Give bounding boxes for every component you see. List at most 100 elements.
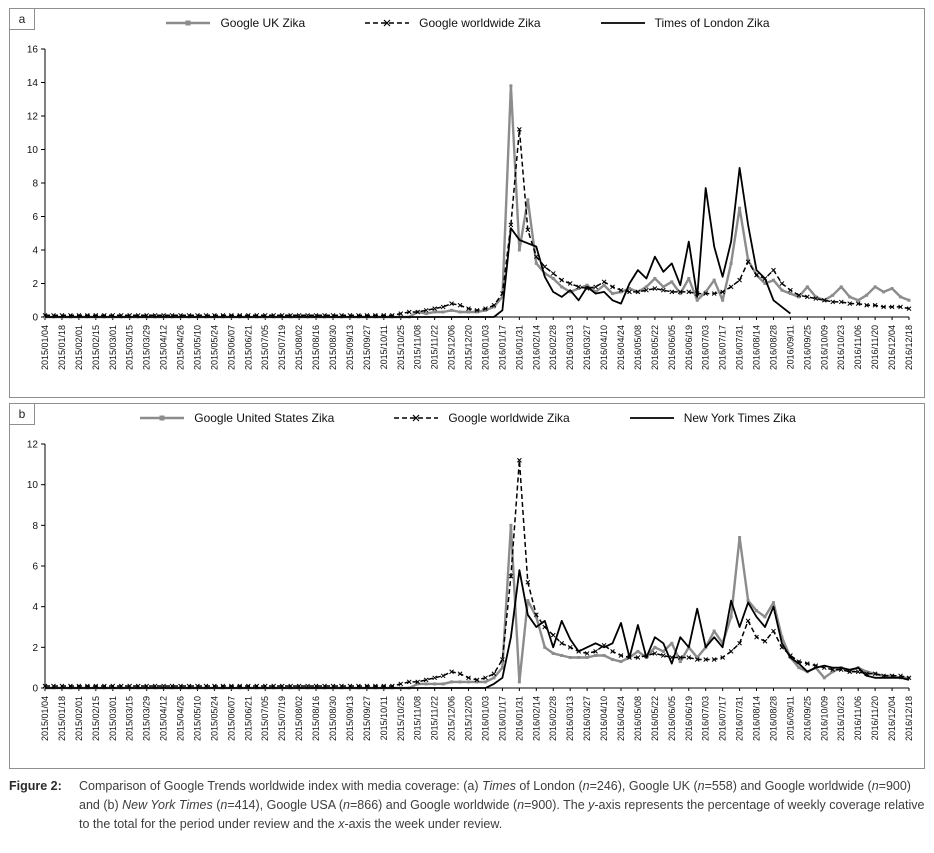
x-marker	[830, 299, 836, 305]
x-tick-label: 2016/10/09	[819, 325, 829, 370]
y-tick-label: 12	[27, 440, 39, 451]
x-marker	[720, 655, 726, 660]
x-tick-label: 2016/05/08	[633, 696, 643, 741]
x-marker	[508, 573, 514, 579]
x-tick-label: 2016/07/17	[718, 325, 728, 370]
x-marker	[686, 655, 692, 660]
x-marker	[610, 284, 615, 290]
x-marker	[516, 127, 522, 132]
square-marker	[416, 682, 420, 686]
square-marker	[585, 656, 589, 659]
x-marker	[872, 302, 878, 308]
square-marker	[822, 676, 826, 680]
x-marker	[491, 302, 497, 308]
x-marker	[694, 657, 700, 662]
x-marker	[474, 307, 480, 313]
x-tick-label: 2015/12/06	[447, 696, 457, 741]
x-tick-label: 2016/01/31	[514, 325, 524, 370]
x-tick-label: 2015/04/12	[159, 325, 169, 370]
square-marker	[805, 285, 809, 289]
x-marker	[525, 579, 531, 585]
legend-line-sample-icon	[365, 19, 410, 27]
legend-item-google-worldwide-zika: Google worldwide Zika	[363, 16, 541, 30]
square-marker	[560, 285, 564, 289]
x-tick-label: 2015/11/08	[413, 696, 423, 740]
square-marker	[458, 310, 462, 314]
x-tick-label: 2016/03/13	[565, 696, 575, 741]
square-marker	[433, 310, 437, 314]
x-marker	[745, 618, 751, 624]
x-marker	[449, 669, 454, 675]
x-marker	[711, 657, 717, 662]
panel-b-label-box: b	[10, 404, 35, 425]
x-tick-label: 2015/08/30	[328, 325, 338, 370]
x-marker	[737, 640, 742, 646]
square-marker	[424, 312, 428, 316]
square-marker	[602, 283, 606, 287]
x-marker	[584, 651, 590, 656]
x-tick-label: 2016/10/23	[836, 696, 846, 741]
y-tick-label: 12	[27, 112, 39, 123]
chart-panel-b: b Google United States Zika Google worldw…	[9, 403, 925, 769]
y-tick-label: 8	[32, 521, 38, 532]
x-marker	[677, 289, 683, 295]
x-tick-label: 2016/07/31	[735, 325, 745, 370]
square-marker	[848, 295, 852, 299]
x-tick-label: 2016/06/05	[667, 696, 677, 741]
square-marker	[687, 276, 691, 280]
square-marker	[839, 285, 843, 289]
x-marker	[669, 289, 675, 295]
x-marker	[720, 289, 726, 295]
x-marker	[754, 272, 759, 278]
x-marker	[449, 301, 454, 306]
square-marker	[483, 680, 487, 684]
square-marker	[509, 84, 513, 88]
y-tick-label: 2	[32, 279, 38, 290]
figure-caption: Figure 2: Comparison of Google Trends wo…	[9, 777, 925, 833]
x-marker	[652, 651, 658, 656]
series-line	[45, 84, 910, 319]
x-marker	[711, 291, 717, 296]
x-marker	[398, 311, 404, 317]
legend-label: Google worldwide Zika	[419, 16, 541, 30]
square-marker	[678, 292, 682, 296]
x-marker	[745, 259, 751, 265]
legend-panel-b: Google United States Zika Google worldwid…	[10, 404, 924, 432]
x-tick-label: 2016/01/03	[480, 325, 490, 370]
y-tick-label: 8	[32, 179, 38, 190]
x-marker	[593, 649, 598, 654]
x-marker	[627, 289, 632, 295]
square-marker	[831, 670, 835, 674]
x-marker	[533, 254, 539, 260]
square-marker	[899, 295, 903, 299]
x-tick-label: 2016/06/19	[684, 325, 694, 370]
square-marker	[907, 298, 911, 302]
square-marker	[746, 599, 750, 603]
series-new-york-times-zika	[45, 569, 910, 689]
square-marker	[771, 601, 775, 605]
y-tick-label: 6	[32, 212, 38, 223]
x-marker	[737, 277, 742, 283]
x-tick-label: 2015/08/30	[328, 696, 338, 741]
x-tick-label: 2015/05/10	[192, 325, 202, 370]
y-tick-label: 0	[32, 313, 38, 324]
legend-label: Times of London Zika	[654, 16, 770, 30]
x-marker	[576, 284, 582, 290]
square-marker	[695, 298, 699, 302]
x-tick-label: 2015/01/04	[40, 696, 50, 741]
x-marker	[838, 299, 844, 305]
square-marker	[594, 290, 598, 294]
x-tick-label: 2016/11/20	[870, 696, 880, 740]
x-marker	[483, 306, 488, 311]
square-marker	[780, 635, 784, 639]
y-axis: 0 2 4 6 8 10 12 14 16	[27, 45, 46, 324]
x-tick-label: 2015/12/06	[447, 325, 457, 370]
x-tick-label: 2016/02/14	[531, 696, 541, 741]
square-marker	[492, 676, 496, 680]
square-marker	[653, 276, 657, 280]
x-tick-label: 2015/08/02	[294, 696, 304, 741]
x-marker	[525, 227, 531, 233]
x-tick-label: 2016/11/06	[853, 696, 863, 740]
chart-panel-a: a Google UK Zika Google worldwide Zika Tim…	[9, 8, 925, 398]
square-marker	[475, 310, 479, 314]
